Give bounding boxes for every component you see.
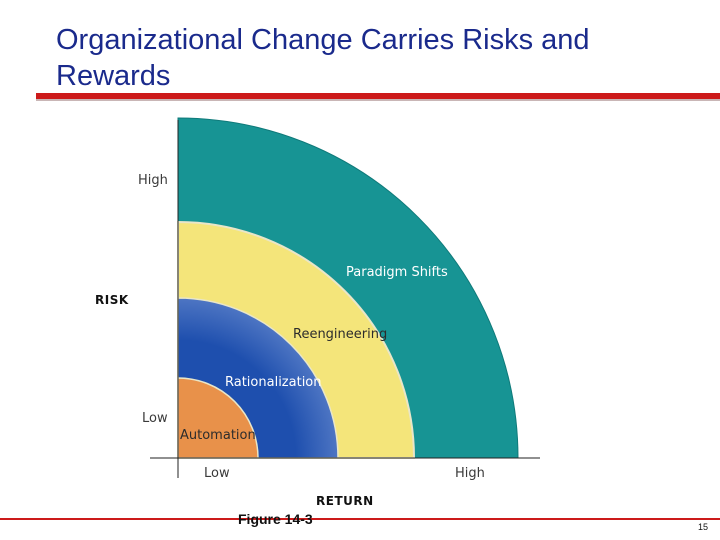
- x-high-label: High: [455, 466, 485, 481]
- x-axis-title: RETURN: [316, 494, 374, 508]
- title-divider: [36, 93, 720, 101]
- band-automation: [177, 377, 259, 459]
- y-low-label: Low: [142, 411, 168, 426]
- footer-divider: [0, 518, 720, 520]
- label-automation: Automation: [180, 428, 256, 443]
- label-reengineering: Reengineering: [293, 327, 387, 342]
- y-high-label: High: [138, 173, 168, 188]
- label-rationalization: Rationalization: [225, 375, 322, 390]
- x-low-label: Low: [204, 466, 230, 481]
- label-paradigm-shifts: Paradigm Shifts: [346, 265, 448, 280]
- y-axis-title: RISK: [95, 293, 129, 307]
- figure-caption: Figure 14-3: [238, 511, 313, 527]
- slide-title: Organizational Change Carries Risks and …: [56, 24, 590, 92]
- page-number: 15: [698, 522, 709, 532]
